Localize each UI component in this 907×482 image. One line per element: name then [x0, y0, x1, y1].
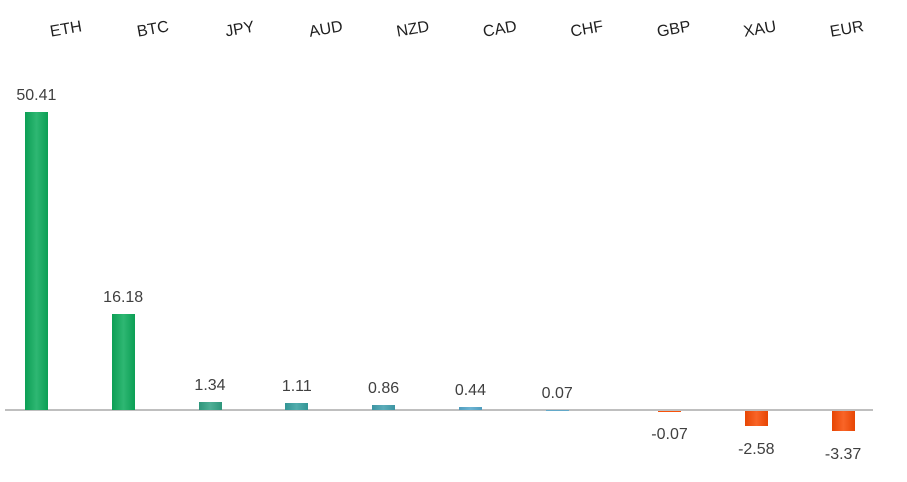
- value-label-xau: -2.58: [738, 441, 775, 459]
- bar-cad: [458, 407, 482, 410]
- bar-xau: [744, 411, 768, 427]
- category-label-jpy: JPY: [223, 18, 256, 41]
- bar-aud: [285, 403, 309, 410]
- value-label-btc: 16.18: [103, 289, 144, 307]
- value-label-nzd: 0.86: [368, 379, 400, 397]
- category-label-nzd: NZD: [395, 18, 431, 41]
- category-label-aud: AUD: [308, 18, 345, 41]
- value-label-gbp: -0.07: [651, 426, 688, 444]
- bar-jpy: [198, 402, 222, 410]
- bar-btc: [111, 314, 135, 410]
- category-label-xau: XAU: [742, 18, 778, 41]
- category-label-chf: CHF: [568, 18, 605, 41]
- value-label-eur: -3.37: [824, 445, 862, 463]
- value-label-aud: 1.11: [281, 378, 312, 396]
- bar-eth: [24, 112, 48, 410]
- value-label-chf: 0.07: [541, 384, 573, 402]
- value-label-eth: 50.41: [16, 87, 57, 104]
- bar-eur: [831, 411, 855, 431]
- category-label-gbp: GBP: [655, 18, 692, 41]
- value-label-jpy: 1.34: [194, 377, 226, 395]
- category-label-eth: ETH: [48, 18, 84, 41]
- bar-nzd: [372, 404, 396, 410]
- category-label-btc: BTC: [135, 18, 170, 41]
- x-axis-line: [5, 409, 873, 411]
- value-label-cad: 0.44: [454, 382, 486, 400]
- category-label-cad: CAD: [481, 18, 518, 41]
- category-label-eur: EUR: [828, 18, 866, 41]
